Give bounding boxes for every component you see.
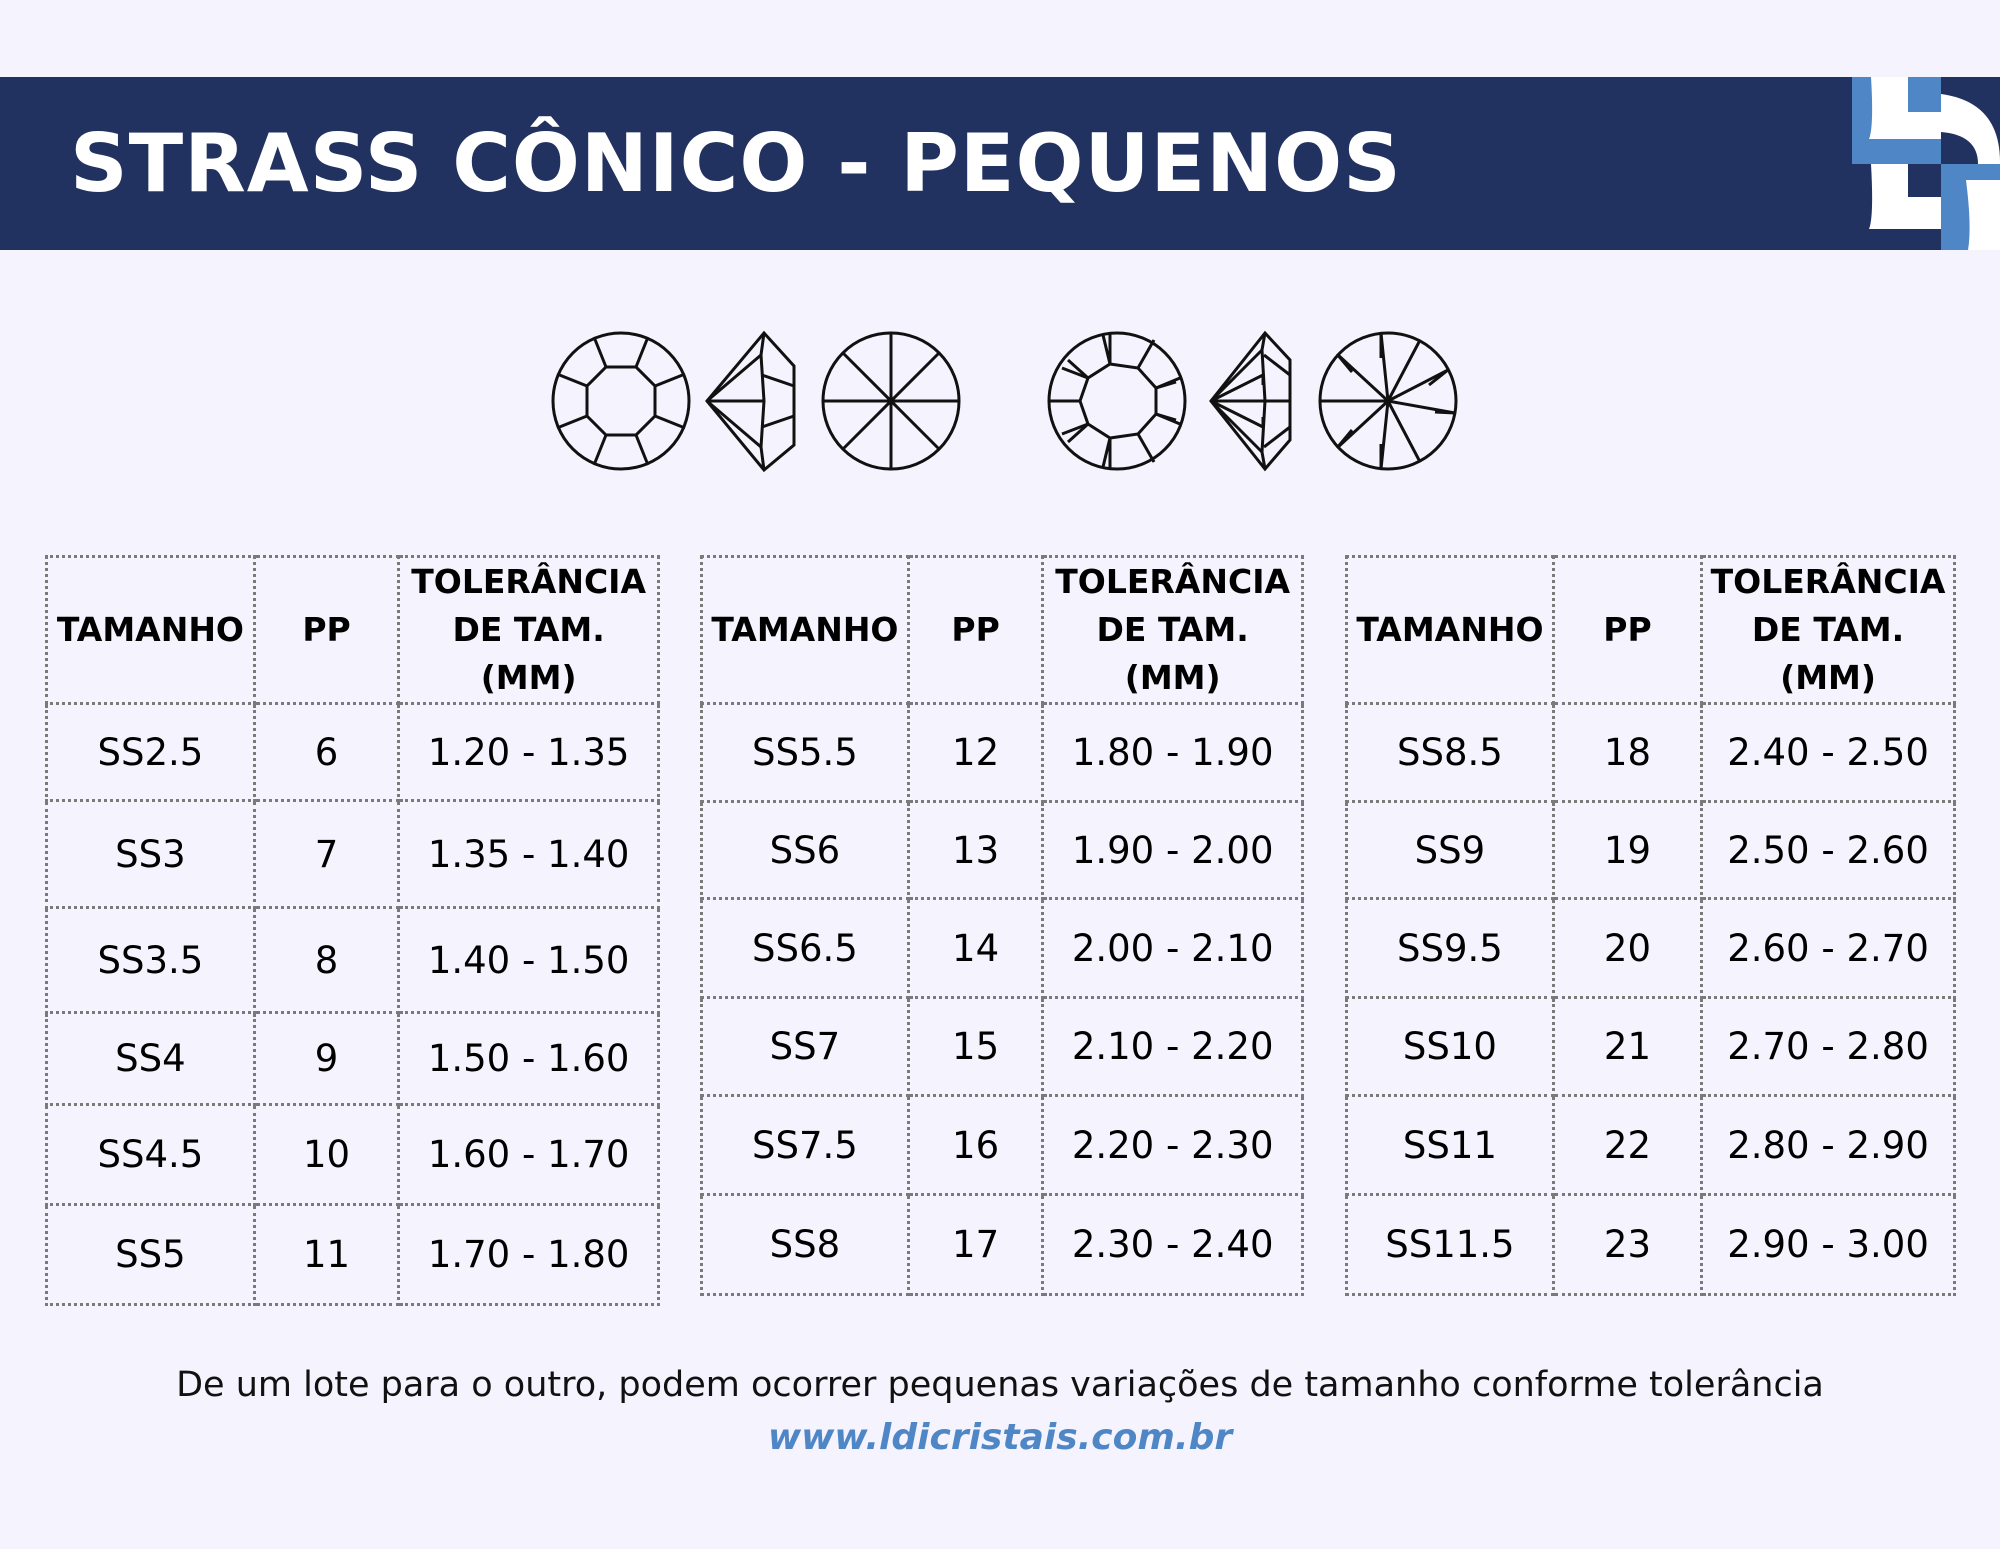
cone-side-view-icon (705, 330, 796, 472)
table-row: SS6.5 14 2.00 - 2.10 (700, 897, 1304, 999)
table-row: SS3 7 1.35 - 1.40 (45, 799, 660, 909)
table-row: SS6 13 1.90 - 2.00 (700, 800, 1304, 900)
header-size: TAMANHO (700, 555, 910, 705)
table-row: SS7 15 2.10 - 2.20 (700, 996, 1304, 1097)
table-row: SS7.5 16 2.20 - 2.30 (700, 1094, 1304, 1196)
table-row: SS9.5 20 2.60 - 2.70 (1345, 897, 1956, 999)
ldi-logo-icon (1826, 77, 2000, 250)
table-row: SS4 9 1.50 - 1.60 (45, 1011, 660, 1106)
table-row: SS5.5 12 1.80 - 1.90 (700, 702, 1304, 803)
header-pp: PP (252, 555, 401, 705)
size-table-1: TAMANHO PP TOLERÂNCIA DE TAM. (MM) SS2.5 6… (45, 555, 660, 1306)
table-row: SS2.5 6 1.20 - 1.35 (45, 702, 660, 802)
round-top-view-icon (1047, 331, 1187, 471)
table-row: SS3.5 8 1.40 - 1.50 (45, 906, 660, 1014)
table-row: SS8 17 2.30 - 2.40 (700, 1193, 1304, 1296)
header-size: TAMANHO (1345, 555, 1555, 705)
table-row: SS11 22 2.80 - 2.90 (1345, 1094, 1956, 1196)
header-tolerance: TOLERÂNCIA DE TAM. (MM) (1041, 555, 1304, 705)
size-table-3: TAMANHO PP TOLERÂNCIA DE TAM. (MM) SS8.5 1… (1345, 555, 1956, 1296)
octagon-top-view-icon (551, 331, 691, 471)
table-row: SS4.5 10 1.60 - 1.70 (45, 1103, 660, 1206)
website-link[interactable]: www.ldicristais.com.br (767, 1417, 1233, 1458)
header-pp: PP (1551, 555, 1704, 705)
table-row: SS5 11 1.70 - 1.80 (45, 1203, 660, 1306)
gem-illustrations (0, 330, 2000, 480)
header-tolerance: TOLERÂNCIA DE TAM. (MM) (1700, 555, 1956, 705)
header-banner: STRASS CÔNICO - PEQUENOS (0, 77, 2000, 250)
table-row: SS8.5 18 2.40 - 2.50 (1345, 702, 1956, 803)
table-row: SS11.5 23 2.90 - 3.00 (1345, 1193, 1956, 1296)
table-row: SS10 21 2.70 - 2.80 (1345, 996, 1956, 1097)
header-pp: PP (906, 555, 1045, 705)
eight-facet-bottom-view-icon (821, 331, 961, 471)
table-header-row: TAMANHO PP TOLERÂNCIA DE TAM. (MM) (45, 555, 660, 705)
tolerance-note: De um lote para o outro, podem ocorrer p… (176, 1365, 1824, 1405)
header-tolerance: TOLERÂNCIA DE TAM. (MM) (397, 555, 660, 705)
table-header-row: TAMANHO PP TOLERÂNCIA DE TAM. (MM) (700, 555, 1304, 705)
faceted-cone-side-view-icon (1209, 330, 1292, 472)
table-header-row: TAMANHO PP TOLERÂNCIA DE TAM. (MM) (1345, 555, 1956, 705)
twelve-facet-bottom-view-icon (1318, 331, 1458, 471)
page-title: STRASS CÔNICO - PEQUENOS (70, 117, 1402, 210)
table-row: SS9 19 2.50 - 2.60 (1345, 800, 1956, 900)
header-size: TAMANHO (45, 555, 256, 705)
size-table-2: TAMANHO PP TOLERÂNCIA DE TAM. (MM) SS5.5 1… (700, 555, 1304, 1296)
